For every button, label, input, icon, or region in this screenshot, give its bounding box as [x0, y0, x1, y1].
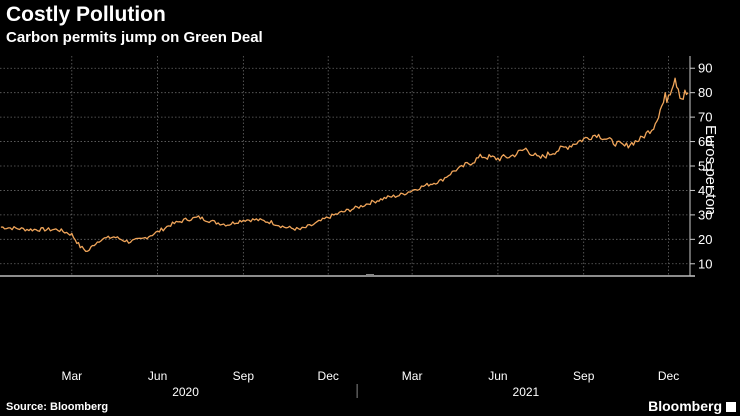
- y-tick-label: 50: [698, 159, 712, 174]
- y-tick-label: 20: [698, 232, 712, 247]
- brand-mark-icon: [726, 402, 736, 412]
- series-line: [0, 77, 689, 253]
- y-tick-label: 80: [698, 85, 712, 100]
- baseline-marker: [366, 274, 374, 277]
- x-tick-label: Mar: [402, 369, 423, 383]
- y-tick-label: 70: [698, 110, 712, 125]
- x-tick-label: Mar: [61, 369, 82, 383]
- chart-subtitle: Carbon permits jump on Green Deal: [6, 29, 263, 46]
- y-tick-label: 10: [698, 256, 712, 271]
- x-tick-label: Sep: [233, 369, 255, 383]
- chart-title: Costly Pollution: [6, 3, 166, 26]
- x-year-label: 2021: [513, 385, 540, 399]
- y-tick-label: 90: [698, 61, 712, 76]
- x-year-label: 2020: [172, 385, 199, 399]
- x-tick-label: Jun: [148, 369, 167, 383]
- source-note: Source: Bloomberg: [6, 401, 109, 413]
- brand-logo: Bloomberg: [648, 398, 722, 414]
- x-tick-label: Dec: [658, 369, 679, 383]
- y-tick-label: 60: [698, 134, 712, 149]
- y-axis-title: Euros per ton: [702, 125, 719, 215]
- y-tick-label: 30: [698, 207, 712, 222]
- x-tick-label: Sep: [573, 369, 595, 383]
- x-tick-label: Dec: [318, 369, 339, 383]
- y-tick-label: 40: [698, 183, 712, 198]
- x-tick-label: Jun: [488, 369, 507, 383]
